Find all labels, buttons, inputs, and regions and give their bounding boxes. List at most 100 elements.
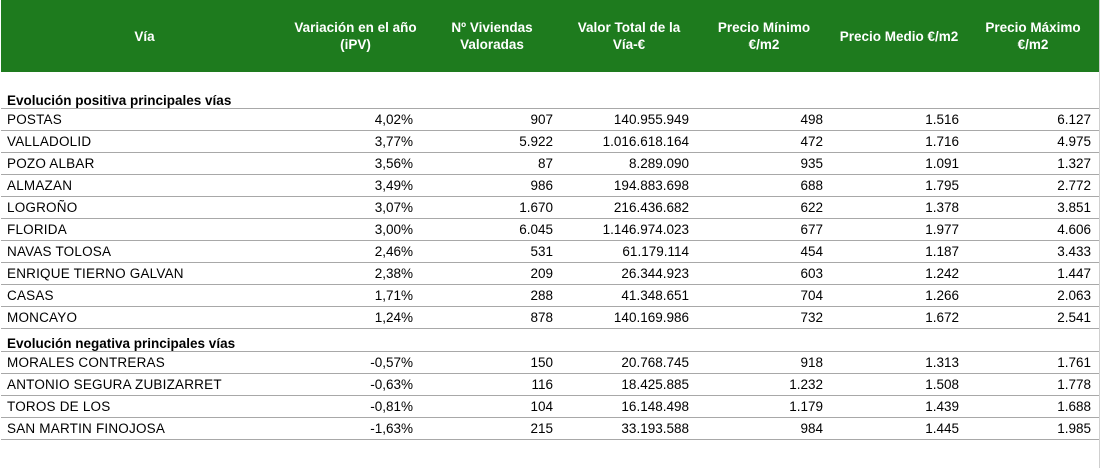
cell-precio-maximo: 3.851 [967, 196, 1099, 219]
cell-variacion: 3,49% [288, 174, 423, 197]
header-precio-medio: Precio Medio €/m2 [839, 28, 959, 44]
section-title-positive: Evolución positiva principales vías [7, 93, 232, 108]
cell-via: MORALES CONTRERAS [1, 351, 288, 374]
cell-viviendas: 87 [423, 152, 561, 175]
cell-precio-medio: 1.187 [831, 240, 967, 263]
table-row: FLORIDA 3,00% 6.045 1.146.974.023 677 1.977 4.… [1, 218, 1099, 241]
cell-variacion: 3,00% [288, 218, 423, 241]
cell-precio-maximo: 2.772 [967, 174, 1099, 197]
cell-precio-minimo: 935 [697, 152, 831, 175]
cell-via: POZO ALBAR [1, 152, 288, 175]
table-row: ANTONIO SEGURA ZUBIZARRET -0,63% 116 18.425… [1, 373, 1099, 396]
cell-variacion: 3,07% [288, 196, 423, 219]
cell-via: NAVAS TOLOSA [1, 240, 288, 263]
cell-precio-minimo: 454 [697, 240, 831, 263]
cell-precio-medio: 1.378 [831, 196, 967, 219]
cell-variacion: 1,24% [288, 306, 423, 329]
cell-valor-total: 18.425.885 [561, 373, 697, 396]
cell-valor-total: 61.179.114 [561, 240, 697, 263]
cell-via: TOROS DE LOS [1, 395, 288, 418]
header-precio-minimo: Precio Mínimo €/m2 [717, 20, 811, 52]
cell-via: ENRIQUE TIERNO GALVAN [1, 262, 288, 285]
cell-via: MONCAYO [1, 306, 288, 329]
cell-viviendas: 1.670 [423, 196, 561, 219]
cell-precio-medio: 1.508 [831, 373, 967, 396]
cell-variacion: -0,63% [288, 373, 423, 396]
cell-variacion: 2,46% [288, 240, 423, 263]
cell-precio-minimo: 1.232 [697, 373, 831, 396]
cell-viviendas: 116 [423, 373, 561, 396]
cell-viviendas: 288 [423, 284, 561, 307]
cell-precio-minimo: 704 [697, 284, 831, 307]
cell-valor-total: 8.289.090 [561, 152, 697, 175]
cell-valor-total: 20.768.745 [561, 351, 697, 374]
table-row: MONCAYO 1,24% 878 140.169.986 732 1.672 2.541 [1, 306, 1099, 329]
table-header: Vía Variación en el año (iPV) Nº Viviend… [1, 0, 1099, 72]
cell-viviendas: 878 [423, 306, 561, 329]
header-via: Vía [134, 28, 155, 44]
cell-valor-total: 16.148.498 [561, 395, 697, 418]
cell-via: ALMAZAN [1, 174, 288, 197]
cell-variacion: -0,81% [288, 395, 423, 418]
cell-precio-medio: 1.795 [831, 174, 967, 197]
cell-precio-medio: 1.977 [831, 218, 967, 241]
cell-variacion: -1,63% [288, 417, 423, 440]
cell-precio-maximo: 4.606 [967, 218, 1099, 241]
cell-variacion: -0,57% [288, 351, 423, 374]
cell-precio-maximo: 1.327 [967, 152, 1099, 175]
cell-precio-medio: 1.242 [831, 262, 967, 285]
cell-precio-medio: 1.516 [831, 108, 967, 131]
cell-variacion: 2,38% [288, 262, 423, 285]
cell-valor-total: 194.883.698 [561, 174, 697, 197]
cell-precio-medio: 1.672 [831, 306, 967, 329]
table-row: LOGROÑO 3,07% 1.670 216.436.682 622 1.378 3.85… [1, 196, 1099, 219]
cell-precio-maximo: 2.541 [967, 306, 1099, 329]
cell-precio-minimo: 1.179 [697, 395, 831, 418]
cell-precio-minimo: 603 [697, 262, 831, 285]
cell-viviendas: 209 [423, 262, 561, 285]
cell-viviendas: 986 [423, 174, 561, 197]
cell-valor-total: 216.436.682 [561, 196, 697, 219]
cell-precio-maximo: 1.778 [967, 373, 1099, 396]
cell-valor-total: 140.955.949 [561, 108, 697, 131]
cell-viviendas: 150 [423, 351, 561, 374]
cell-precio-minimo: 732 [697, 306, 831, 329]
cell-precio-medio: 1.313 [831, 351, 967, 374]
cell-precio-maximo: 6.127 [967, 108, 1099, 131]
cell-precio-minimo: 918 [697, 351, 831, 374]
table-body: Evolución positiva principales vías POST… [1, 72, 1099, 440]
cell-via: FLORIDA [1, 218, 288, 241]
cell-viviendas: 5.922 [423, 130, 561, 153]
cell-viviendas: 104 [423, 395, 561, 418]
header-viviendas: Nº Viviendas Valoradas [451, 20, 533, 52]
cell-viviendas: 6.045 [423, 218, 561, 241]
cell-via: ANTONIO SEGURA ZUBIZARRET [1, 373, 288, 396]
cell-precio-medio: 1.266 [831, 284, 967, 307]
cell-viviendas: 531 [423, 240, 561, 263]
cell-valor-total: 1.146.974.023 [561, 218, 697, 241]
section-negative: Evolución negativa principales vías [1, 329, 1099, 352]
cell-valor-total: 33.193.588 [561, 417, 697, 440]
section-title-negative: Evolución negativa principales vías [7, 336, 236, 351]
cell-valor-total: 41.348.651 [561, 284, 697, 307]
cell-valor-total: 26.344.923 [561, 262, 697, 285]
cell-precio-minimo: 622 [697, 196, 831, 219]
cell-precio-maximo: 2.063 [967, 284, 1099, 307]
cell-variacion: 3,56% [288, 152, 423, 175]
cell-via: CASAS [1, 284, 288, 307]
cell-precio-minimo: 984 [697, 417, 831, 440]
cell-viviendas: 907 [423, 108, 561, 131]
cell-precio-medio: 1.445 [831, 417, 967, 440]
header-valor-total: Valor Total de la Vía-€ [577, 20, 681, 52]
table-row: MORALES CONTRERAS -0,57% 150 20.768.745 918 1… [1, 351, 1099, 374]
cell-viviendas: 215 [423, 417, 561, 440]
cell-via: SAN MARTIN FINOJOSA [1, 417, 288, 440]
header-precio-maximo: Precio Máximo €/m2 [985, 20, 1081, 52]
cell-via: LOGROÑO [1, 196, 288, 219]
cell-precio-medio: 1.439 [831, 395, 967, 418]
cell-via: VALLADOLID [1, 130, 288, 153]
cell-precio-maximo: 3.433 [967, 240, 1099, 263]
table-row: ENRIQUE TIERNO GALVAN 2,38% 209 26.344.923 6… [1, 262, 1099, 285]
table-row: POSTAS 4,02% 907 140.955.949 498 1.516 6.127 [1, 108, 1099, 131]
section-positive: Evolución positiva principales vías [1, 86, 1099, 109]
